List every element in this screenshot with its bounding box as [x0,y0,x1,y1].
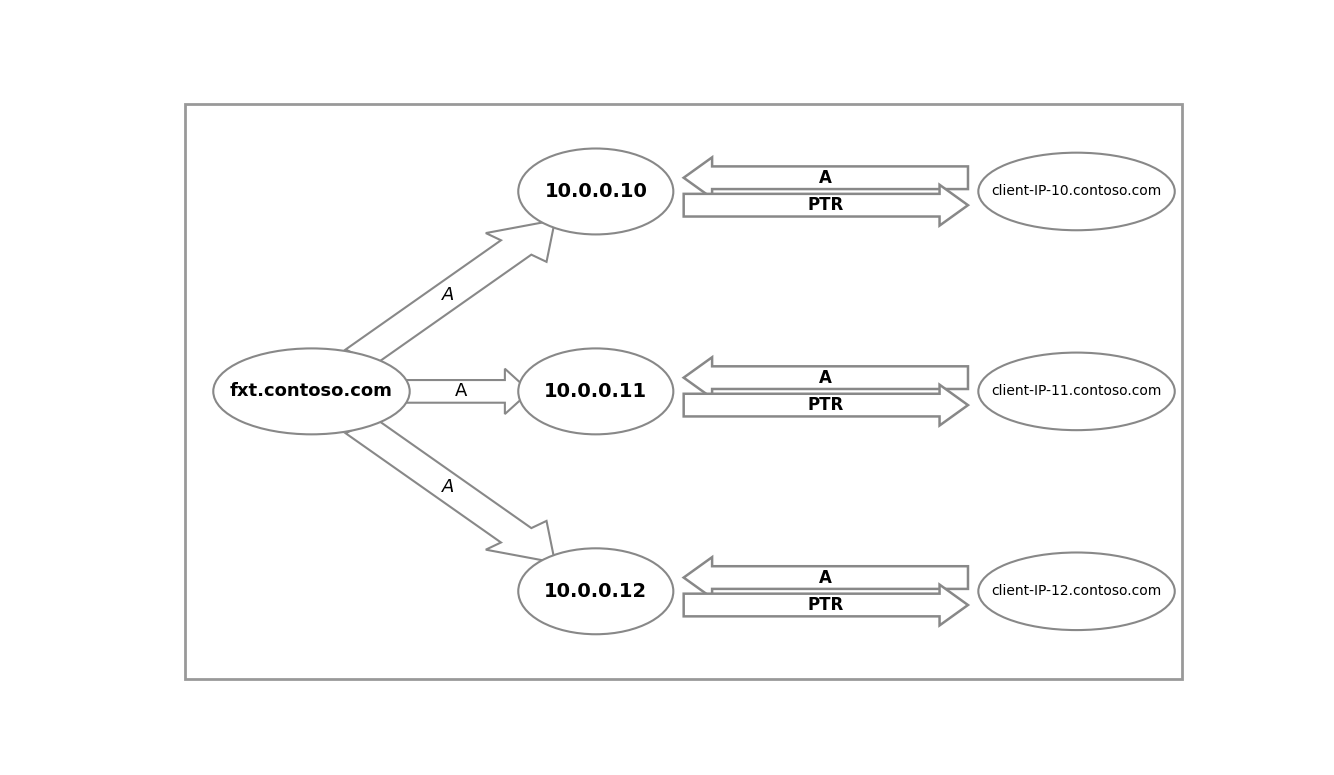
Polygon shape [684,157,968,198]
Text: 10.0.0.12: 10.0.0.12 [544,582,647,601]
Text: A: A [819,369,832,387]
Text: A: A [442,286,455,305]
Text: client-IP-11.contoso.com: client-IP-11.contoso.com [991,384,1162,398]
Ellipse shape [978,153,1175,230]
Ellipse shape [213,349,410,434]
Text: client-IP-12.contoso.com: client-IP-12.contoso.com [991,584,1162,598]
Text: A: A [819,169,832,187]
Text: A: A [455,382,467,401]
FancyBboxPatch shape [185,104,1182,679]
FancyArrow shape [346,418,555,563]
Ellipse shape [518,349,674,434]
Text: PTR: PTR [807,596,844,614]
Polygon shape [684,384,968,425]
Text: PTR: PTR [807,396,844,414]
FancyArrow shape [346,220,555,364]
Polygon shape [684,184,968,226]
Ellipse shape [518,149,674,234]
Ellipse shape [978,553,1175,630]
Text: A: A [819,569,832,587]
Polygon shape [684,357,968,398]
Text: 10.0.0.10: 10.0.0.10 [544,182,647,201]
FancyArrow shape [404,369,530,414]
Polygon shape [684,584,968,625]
Ellipse shape [978,353,1175,430]
Text: A: A [442,478,455,497]
Text: PTR: PTR [807,196,844,214]
Text: fxt.contoso.com: fxt.contoso.com [229,382,394,401]
Text: client-IP-10.contoso.com: client-IP-10.contoso.com [991,184,1162,198]
Polygon shape [684,557,968,598]
Ellipse shape [518,549,674,634]
Text: 10.0.0.11: 10.0.0.11 [544,382,647,401]
